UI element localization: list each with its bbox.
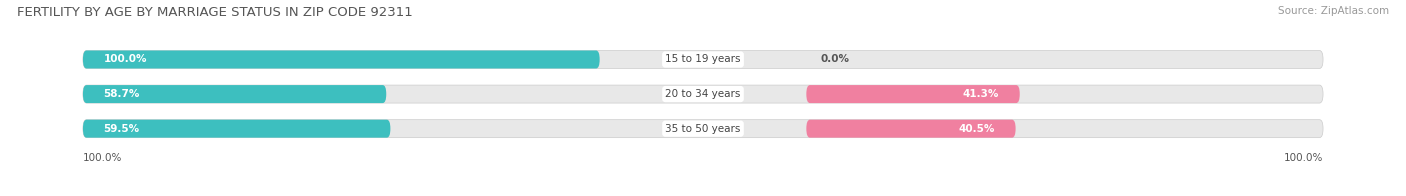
FancyBboxPatch shape [83, 120, 391, 138]
FancyBboxPatch shape [83, 85, 387, 103]
Text: 100.0%: 100.0% [83, 153, 122, 163]
Text: Source: ZipAtlas.com: Source: ZipAtlas.com [1278, 6, 1389, 16]
Text: 100.0%: 100.0% [1284, 153, 1323, 163]
Text: 59.5%: 59.5% [104, 124, 139, 134]
FancyBboxPatch shape [807, 120, 1015, 138]
Text: 100.0%: 100.0% [104, 54, 148, 64]
FancyBboxPatch shape [807, 85, 1019, 103]
Text: 15 to 19 years: 15 to 19 years [665, 54, 741, 64]
Text: 20 to 34 years: 20 to 34 years [665, 89, 741, 99]
Text: 41.3%: 41.3% [963, 89, 1000, 99]
Text: 35 to 50 years: 35 to 50 years [665, 124, 741, 134]
Text: 0.0%: 0.0% [820, 54, 849, 64]
FancyBboxPatch shape [83, 85, 1323, 103]
FancyBboxPatch shape [83, 120, 1323, 138]
Text: 58.7%: 58.7% [104, 89, 141, 99]
FancyBboxPatch shape [83, 51, 1323, 68]
Text: FERTILITY BY AGE BY MARRIAGE STATUS IN ZIP CODE 92311: FERTILITY BY AGE BY MARRIAGE STATUS IN Z… [17, 6, 412, 19]
Text: 40.5%: 40.5% [959, 124, 995, 134]
FancyBboxPatch shape [83, 51, 599, 68]
